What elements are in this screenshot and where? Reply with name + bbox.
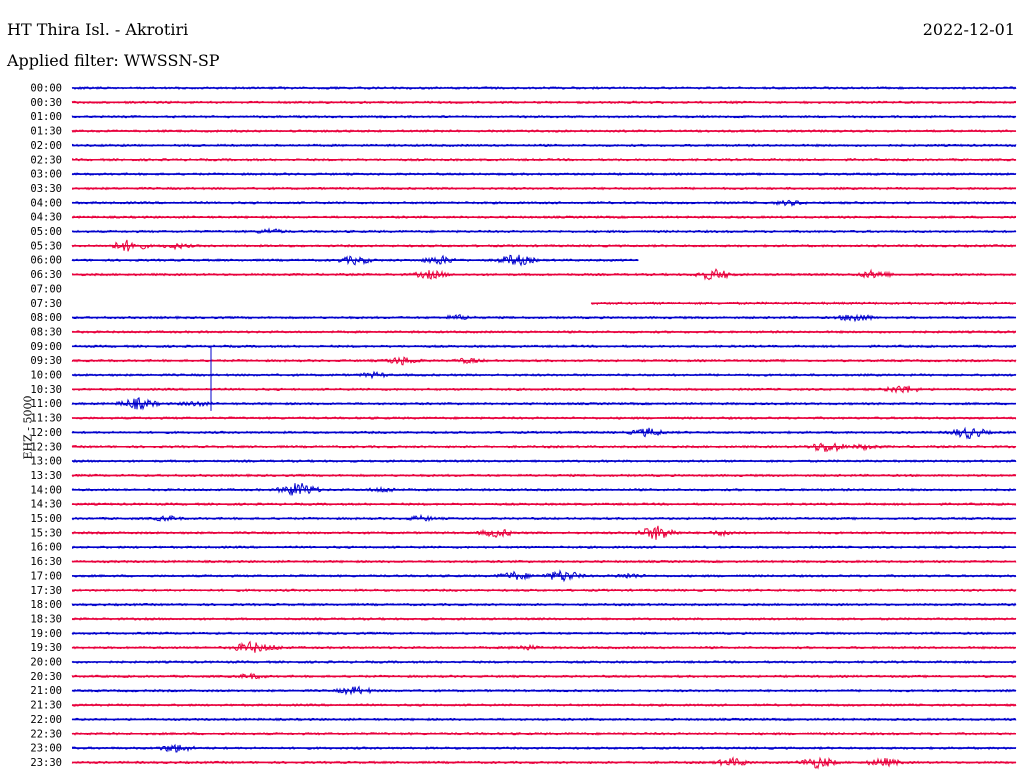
time-tick-label: 08:00 xyxy=(30,312,62,324)
time-tick-label: 05:00 xyxy=(30,226,62,238)
time-tick-label: 15:30 xyxy=(30,527,62,539)
time-tick-label: 22:00 xyxy=(30,714,62,726)
time-tick-label: 13:30 xyxy=(30,470,62,482)
time-tick-label: 04:00 xyxy=(30,197,62,209)
time-tick-label: 10:00 xyxy=(30,370,62,382)
time-tick-label: 21:00 xyxy=(30,685,62,697)
time-tick-label: 08:30 xyxy=(30,326,62,338)
time-tick-label: 17:30 xyxy=(30,585,62,597)
time-tick-label: 10:30 xyxy=(30,384,62,396)
time-tick-label: 00:30 xyxy=(30,97,62,109)
time-tick-label: 16:00 xyxy=(30,542,62,554)
time-tick-label: 22:30 xyxy=(30,728,62,740)
time-tick-label: 18:30 xyxy=(30,613,62,625)
time-tick-label: 13:00 xyxy=(30,456,62,468)
time-tick-label: 03:00 xyxy=(30,169,62,181)
time-tick-label: 19:30 xyxy=(30,642,62,654)
time-tick-label: 15:00 xyxy=(30,513,62,525)
time-tick-label: 18:00 xyxy=(30,599,62,611)
time-tick-label: 07:30 xyxy=(30,298,62,310)
time-tick-label: 02:30 xyxy=(30,154,62,166)
time-tick-label: 23:30 xyxy=(30,757,62,769)
time-tick-label: 16:30 xyxy=(30,556,62,568)
time-tick-label: 12:30 xyxy=(30,441,62,453)
time-tick-label: 17:00 xyxy=(30,570,62,582)
time-tick-label: 23:00 xyxy=(30,743,62,755)
time-tick-label: 04:30 xyxy=(30,212,62,224)
time-tick-label: 01:30 xyxy=(30,126,62,138)
time-tick-label: 20:30 xyxy=(30,671,62,683)
time-tick-label: 14:30 xyxy=(30,499,62,511)
time-tick-label: 06:00 xyxy=(30,255,62,267)
trace-line xyxy=(71,442,1017,453)
time-tick-label: 02:00 xyxy=(30,140,62,152)
time-tick-label: 11:00 xyxy=(30,398,62,410)
time-tick-label: 21:30 xyxy=(30,700,62,712)
time-tick-label: 09:30 xyxy=(30,355,62,367)
time-tick-label: 09:00 xyxy=(30,341,62,353)
time-tick-label: 12:00 xyxy=(30,427,62,439)
time-tick-label: 11:30 xyxy=(30,413,62,425)
filter-label: Applied filter: WWSSN-SP xyxy=(7,51,220,70)
time-tick-label: 07:00 xyxy=(30,283,62,295)
time-tick-label: 05:30 xyxy=(30,240,62,252)
station-title: HT Thira Isl. - Akrotiri xyxy=(7,20,189,39)
time-tick-label: 19:00 xyxy=(30,628,62,640)
record-date: 2022-12-01 xyxy=(922,20,1015,39)
time-tick-label: 03:30 xyxy=(30,183,62,195)
time-tick-label: 14:00 xyxy=(30,484,62,496)
time-tick-label: 20:00 xyxy=(30,657,62,669)
time-tick-label: 06:30 xyxy=(30,269,62,281)
time-tick-label: 01:00 xyxy=(30,111,62,123)
time-tick-label: 00:00 xyxy=(30,83,62,95)
